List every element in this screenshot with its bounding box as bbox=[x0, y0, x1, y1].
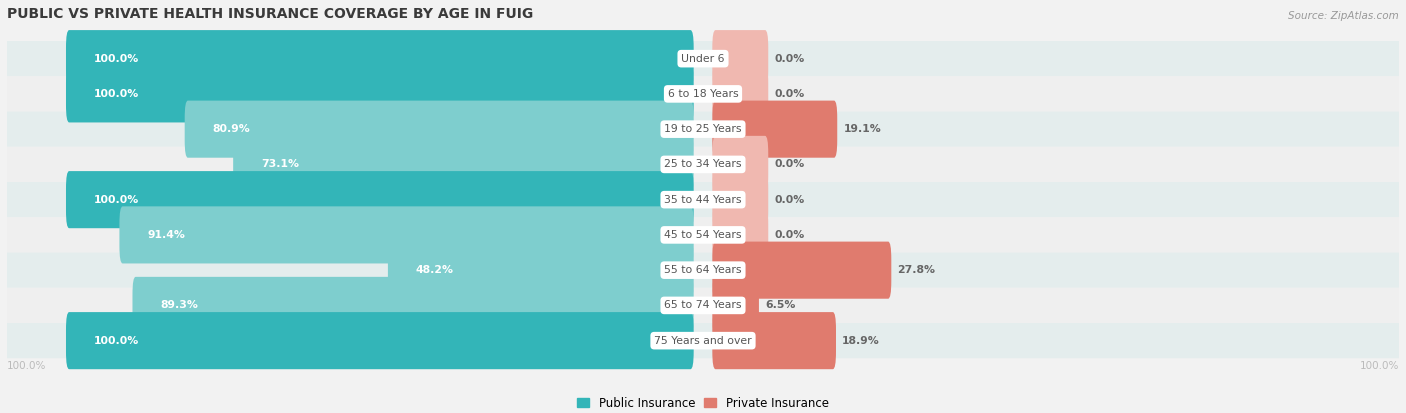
Text: 0.0%: 0.0% bbox=[775, 54, 804, 64]
Text: 25 to 34 Years: 25 to 34 Years bbox=[664, 159, 742, 169]
Text: Under 6: Under 6 bbox=[682, 54, 724, 64]
Text: 100.0%: 100.0% bbox=[7, 361, 46, 371]
Text: 6 to 18 Years: 6 to 18 Years bbox=[668, 89, 738, 99]
Text: 73.1%: 73.1% bbox=[262, 159, 299, 169]
FancyBboxPatch shape bbox=[713, 242, 891, 299]
Text: 6.5%: 6.5% bbox=[765, 300, 796, 311]
FancyBboxPatch shape bbox=[7, 112, 1399, 147]
FancyBboxPatch shape bbox=[7, 288, 1399, 323]
Text: 0.0%: 0.0% bbox=[775, 159, 804, 169]
Text: 45 to 54 Years: 45 to 54 Years bbox=[664, 230, 742, 240]
FancyBboxPatch shape bbox=[713, 171, 768, 228]
Text: 55 to 64 Years: 55 to 64 Years bbox=[664, 265, 742, 275]
Text: 27.8%: 27.8% bbox=[897, 265, 935, 275]
FancyBboxPatch shape bbox=[7, 252, 1399, 288]
Text: 0.0%: 0.0% bbox=[775, 230, 804, 240]
Text: 100.0%: 100.0% bbox=[94, 54, 139, 64]
FancyBboxPatch shape bbox=[66, 65, 693, 122]
FancyBboxPatch shape bbox=[7, 323, 1399, 358]
FancyBboxPatch shape bbox=[66, 30, 693, 87]
FancyBboxPatch shape bbox=[7, 41, 1399, 76]
Text: 48.2%: 48.2% bbox=[416, 265, 454, 275]
Text: Source: ZipAtlas.com: Source: ZipAtlas.com bbox=[1288, 11, 1399, 21]
Text: 75 Years and over: 75 Years and over bbox=[654, 336, 752, 346]
Text: 19.1%: 19.1% bbox=[844, 124, 882, 134]
FancyBboxPatch shape bbox=[713, 65, 768, 122]
Text: 35 to 44 Years: 35 to 44 Years bbox=[664, 195, 742, 205]
FancyBboxPatch shape bbox=[233, 136, 693, 193]
FancyBboxPatch shape bbox=[7, 182, 1399, 217]
FancyBboxPatch shape bbox=[713, 277, 759, 334]
FancyBboxPatch shape bbox=[713, 312, 837, 369]
FancyBboxPatch shape bbox=[713, 30, 768, 87]
Legend: Public Insurance, Private Insurance: Public Insurance, Private Insurance bbox=[578, 396, 828, 410]
Text: 100.0%: 100.0% bbox=[94, 89, 139, 99]
Text: 100.0%: 100.0% bbox=[1360, 361, 1399, 371]
FancyBboxPatch shape bbox=[7, 147, 1399, 182]
FancyBboxPatch shape bbox=[120, 206, 693, 263]
Text: 91.4%: 91.4% bbox=[148, 230, 186, 240]
Text: 0.0%: 0.0% bbox=[775, 89, 804, 99]
Text: 65 to 74 Years: 65 to 74 Years bbox=[664, 300, 742, 311]
FancyBboxPatch shape bbox=[7, 76, 1399, 112]
FancyBboxPatch shape bbox=[7, 217, 1399, 252]
Text: 19 to 25 Years: 19 to 25 Years bbox=[664, 124, 742, 134]
Text: 18.9%: 18.9% bbox=[842, 336, 880, 346]
Text: PUBLIC VS PRIVATE HEALTH INSURANCE COVERAGE BY AGE IN FUIG: PUBLIC VS PRIVATE HEALTH INSURANCE COVER… bbox=[7, 7, 533, 21]
FancyBboxPatch shape bbox=[66, 312, 693, 369]
FancyBboxPatch shape bbox=[184, 101, 693, 158]
Text: 0.0%: 0.0% bbox=[775, 195, 804, 205]
Text: 100.0%: 100.0% bbox=[94, 336, 139, 346]
FancyBboxPatch shape bbox=[388, 242, 693, 299]
FancyBboxPatch shape bbox=[713, 101, 837, 158]
FancyBboxPatch shape bbox=[66, 171, 693, 228]
FancyBboxPatch shape bbox=[713, 206, 768, 263]
Text: 80.9%: 80.9% bbox=[212, 124, 250, 134]
Text: 89.3%: 89.3% bbox=[160, 300, 198, 311]
FancyBboxPatch shape bbox=[132, 277, 693, 334]
FancyBboxPatch shape bbox=[713, 136, 768, 193]
Text: 100.0%: 100.0% bbox=[94, 195, 139, 205]
